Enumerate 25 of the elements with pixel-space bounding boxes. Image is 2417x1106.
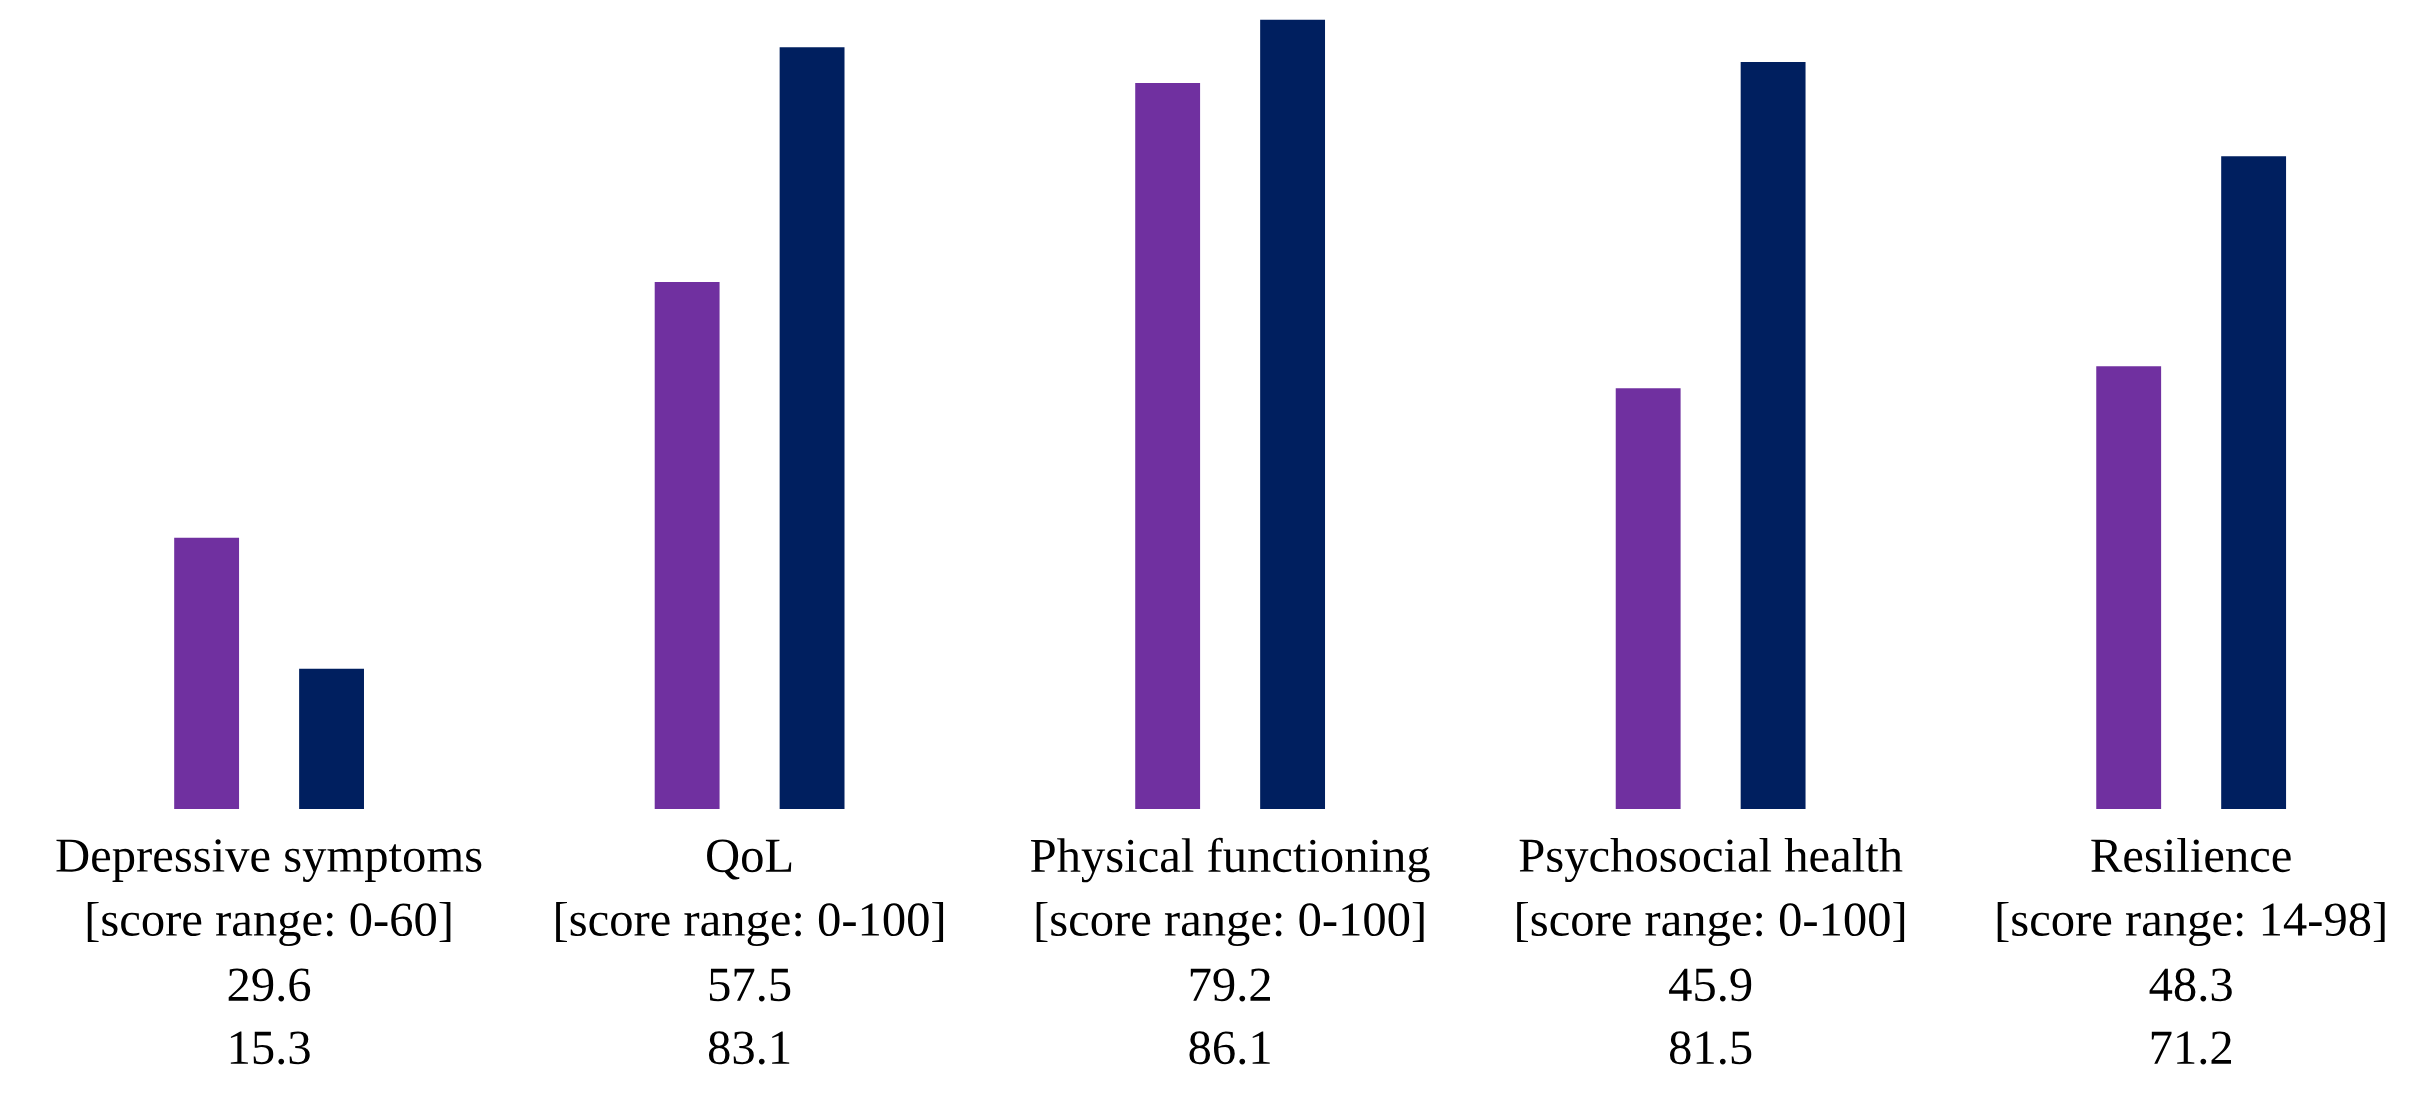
x-tick-label: Resilience [score range: 14-98] (1997, 837, 2385, 947)
x-tick-label: Depressive symptoms [score range: 0-60] (56, 839, 482, 947)
data-label: 57.5 (709, 968, 791, 1002)
bar (2096, 366, 2162, 809)
data-label: 15.3 (230, 1031, 310, 1065)
x-tick-label: QoL [score range: 0-100] (556, 839, 944, 947)
bar (654, 281, 720, 809)
data-label: 48.3 (2149, 968, 2232, 1002)
data-label: 71.2 (2151, 1031, 2232, 1065)
bar (299, 668, 364, 809)
bar (1615, 388, 1681, 809)
x-tick-label: Psychosocial health [score range: 0-100] (1517, 837, 1905, 947)
data-label: 83.1 (708, 1031, 790, 1065)
data-label: 86.1 (1189, 1031, 1270, 1065)
bar (1740, 61, 1806, 809)
data-label: 79.2 (1190, 968, 1270, 1002)
bar (1135, 82, 1201, 809)
data-label: 81.5 (1669, 1031, 1752, 1065)
bar (1260, 19, 1326, 809)
x-tick-label: Physical functioning [score range: 0-100] (1031, 837, 1430, 947)
data-label: 45.9 (1669, 968, 1752, 1002)
bar (779, 47, 845, 809)
bar (2221, 156, 2287, 809)
data-label: 29.6 (228, 968, 311, 1002)
bar (174, 537, 240, 809)
